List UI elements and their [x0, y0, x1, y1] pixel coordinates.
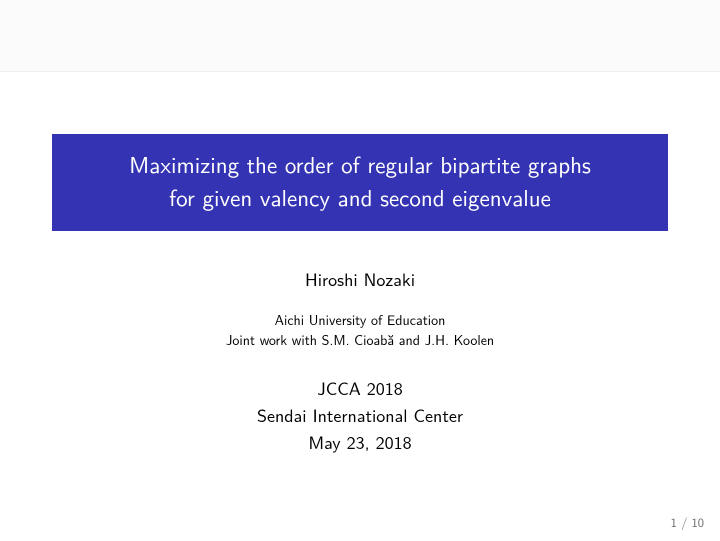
venue-line-2: Sendai International Center — [0, 401, 720, 428]
title-line-1: Maximizing the order of regular bipartit… — [62, 148, 658, 181]
author-name: Hiroshi Nozaki — [0, 265, 720, 292]
affiliation-block: Aichi University of Education Joint work… — [0, 310, 720, 351]
venue-line-3: May 23, 2018 — [0, 428, 720, 455]
slide-body: Hiroshi Nozaki Aichi University of Educa… — [0, 265, 720, 456]
affiliation-line-2: Joint work with S.M. Cioabă and J.H. Koo… — [0, 330, 720, 350]
page-sep: / — [677, 513, 692, 531]
venue-line-1: JCCA 2018 — [0, 374, 720, 401]
affiliation-line-1: Aichi University of Education — [0, 310, 720, 330]
slide-title-block: Maximizing the order of regular bipartit… — [52, 134, 668, 231]
top-header-bar — [0, 0, 720, 72]
venue-block: JCCA 2018 Sendai International Center Ma… — [0, 374, 720, 455]
page-counter: 1 / 10 — [671, 513, 704, 531]
page-total: 10 — [691, 513, 704, 531]
title-line-2: for given valency and second eigenvalue — [62, 181, 658, 214]
